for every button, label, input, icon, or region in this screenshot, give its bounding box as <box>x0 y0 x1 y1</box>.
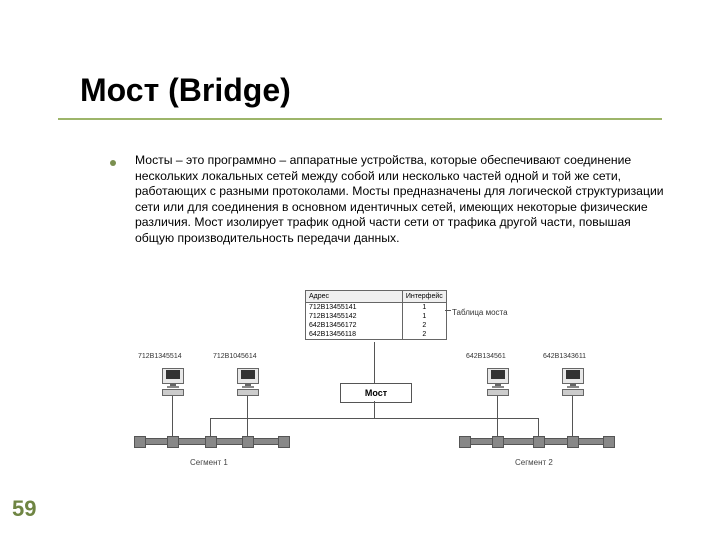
page-number: 59 <box>12 496 36 522</box>
node-box-icon <box>167 436 179 448</box>
node-box-icon <box>533 436 545 448</box>
node-box-icon <box>242 436 254 448</box>
bullet-icon <box>110 160 116 166</box>
bridge-left-drop <box>210 418 211 438</box>
slide-title: Мост (Bridge) <box>80 72 291 109</box>
bridge-table: Адрес Интерфейс 712B13455141 1 712B13455… <box>305 290 447 340</box>
table-row: 642B13456172 2 <box>306 321 446 330</box>
pc-icon <box>560 368 586 394</box>
bridge-right-drop <box>538 418 539 438</box>
node-box-icon <box>492 436 504 448</box>
bridge-to-table-line <box>374 342 375 383</box>
terminator-icon <box>278 436 290 448</box>
table-row: 712B13455142 1 <box>306 312 446 321</box>
slide: Мост (Bridge) Мосты – это программно – а… <box>0 0 720 540</box>
bridge-left-arm <box>210 418 375 419</box>
pc-icon <box>485 368 511 394</box>
drop-line <box>497 396 498 438</box>
title-underline <box>58 118 662 120</box>
col-if: Интерфейс <box>403 291 446 302</box>
terminator-icon <box>603 436 615 448</box>
col-addr: Адрес <box>306 291 403 302</box>
bridge-box: Мост <box>340 383 412 403</box>
pc-label: 712В1345514 <box>138 353 182 360</box>
pc-label: 642В134561 <box>466 353 506 360</box>
pc-label: 712В1045614 <box>213 353 257 360</box>
segment-1-label: Сегмент 1 <box>190 458 228 467</box>
terminator-icon <box>459 436 471 448</box>
bridge-right-arm <box>374 418 539 419</box>
network-diagram: Адрес Интерфейс 712B13455141 1 712B13455… <box>140 290 610 490</box>
body-text: Мосты – это программно – аппаратные устр… <box>135 153 665 247</box>
segment-2-label: Сегмент 2 <box>515 458 553 467</box>
pc-icon <box>235 368 261 394</box>
pc-icon <box>160 368 186 394</box>
bridge-stem <box>374 401 375 418</box>
table-row: 642B13456118 2 <box>306 330 446 339</box>
table-label: Таблица моста <box>452 308 508 317</box>
drop-line <box>247 396 248 438</box>
node-box-icon <box>567 436 579 448</box>
terminator-icon <box>134 436 146 448</box>
node-box-icon <box>205 436 217 448</box>
drop-line <box>572 396 573 438</box>
table-header: Адрес Интерфейс <box>306 291 446 303</box>
table-row: 712B13455141 1 <box>306 303 446 312</box>
drop-line <box>172 396 173 438</box>
table-connector <box>445 310 451 311</box>
pc-label: 642В1343611 <box>543 353 586 360</box>
